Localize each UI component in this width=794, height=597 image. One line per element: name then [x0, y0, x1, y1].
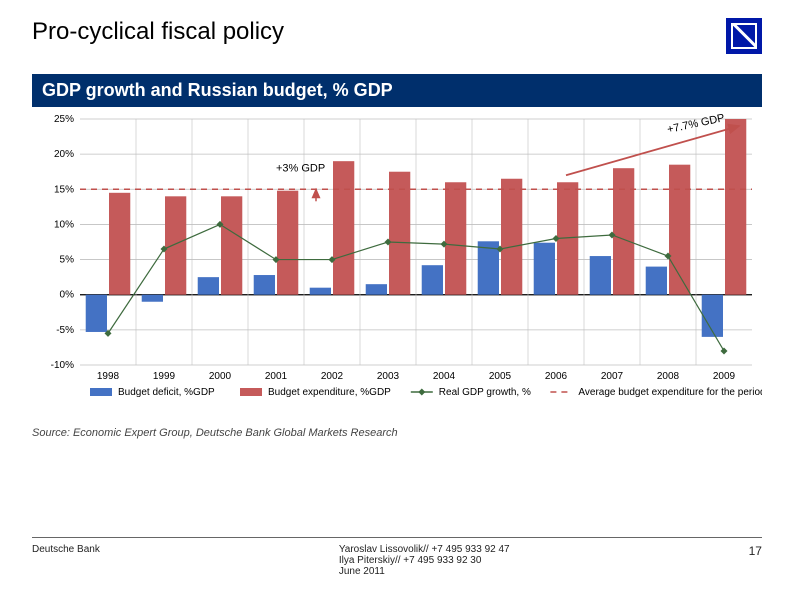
svg-text:Budget deficit, %GDP: Budget deficit, %GDP — [118, 387, 215, 398]
svg-text:2000: 2000 — [209, 371, 232, 382]
page-title: Pro-cyclical fiscal policy — [32, 18, 284, 46]
footer: Deutsche Bank Yaroslav Lissovolik// +7 4… — [32, 537, 762, 577]
chart-container: -10% -5% 0% 5% 10% 15% 20% 25% 1998 1999 2000 2001 2… — [32, 111, 762, 421]
svg-text:2009: 2009 — [713, 371, 736, 382]
svg-text:2004: 2004 — [433, 371, 456, 382]
svg-text:2006: 2006 — [545, 371, 568, 382]
footer-line: Ilya Piterskiy// +7 495 933 92 30 — [339, 555, 510, 566]
db-logo — [726, 18, 762, 54]
svg-text:0%: 0% — [60, 290, 75, 301]
footer-line: June 2011 — [339, 566, 510, 577]
chart-title: GDP growth and Russian budget, % GDP — [32, 74, 762, 107]
svg-text:Real GDP growth, %: Real GDP growth, % — [439, 387, 531, 398]
svg-text:2008: 2008 — [657, 371, 680, 382]
svg-text:+3% GDP: +3% GDP — [276, 163, 325, 175]
svg-text:Average budget expenditure for: Average budget expenditure for the perio… — [578, 387, 762, 398]
svg-text:-5%: -5% — [56, 325, 74, 336]
footer-company: Deutsche Bank — [32, 544, 100, 577]
page-number: 17 — [749, 544, 762, 577]
svg-text:15%: 15% — [54, 184, 74, 195]
svg-text:-10%: -10% — [51, 360, 74, 371]
svg-text:1998: 1998 — [97, 371, 120, 382]
svg-text:2007: 2007 — [601, 371, 624, 382]
svg-text:1999: 1999 — [153, 371, 176, 382]
svg-text:2001: 2001 — [265, 371, 288, 382]
svg-text:2005: 2005 — [489, 371, 512, 382]
svg-text:Budget expenditure, %GDP: Budget expenditure, %GDP — [268, 387, 391, 398]
gdp-budget-chart: -10% -5% 0% 5% 10% 15% 20% 25% 1998 1999 2000 2001 2… — [32, 111, 762, 421]
svg-text:2003: 2003 — [377, 371, 400, 382]
svg-text:25%: 25% — [54, 114, 74, 125]
svg-text:5%: 5% — [60, 255, 75, 266]
chart-source: Source: Economic Expert Group, Deutsche … — [32, 427, 762, 439]
svg-text:20%: 20% — [54, 149, 74, 160]
footer-line: Yaroslav Lissovolik// +7 495 933 92 47 — [339, 544, 510, 555]
svg-text:2002: 2002 — [321, 371, 344, 382]
footer-contact: Yaroslav Lissovolik// +7 495 933 92 47Il… — [339, 544, 510, 577]
svg-text:10%: 10% — [54, 219, 74, 230]
